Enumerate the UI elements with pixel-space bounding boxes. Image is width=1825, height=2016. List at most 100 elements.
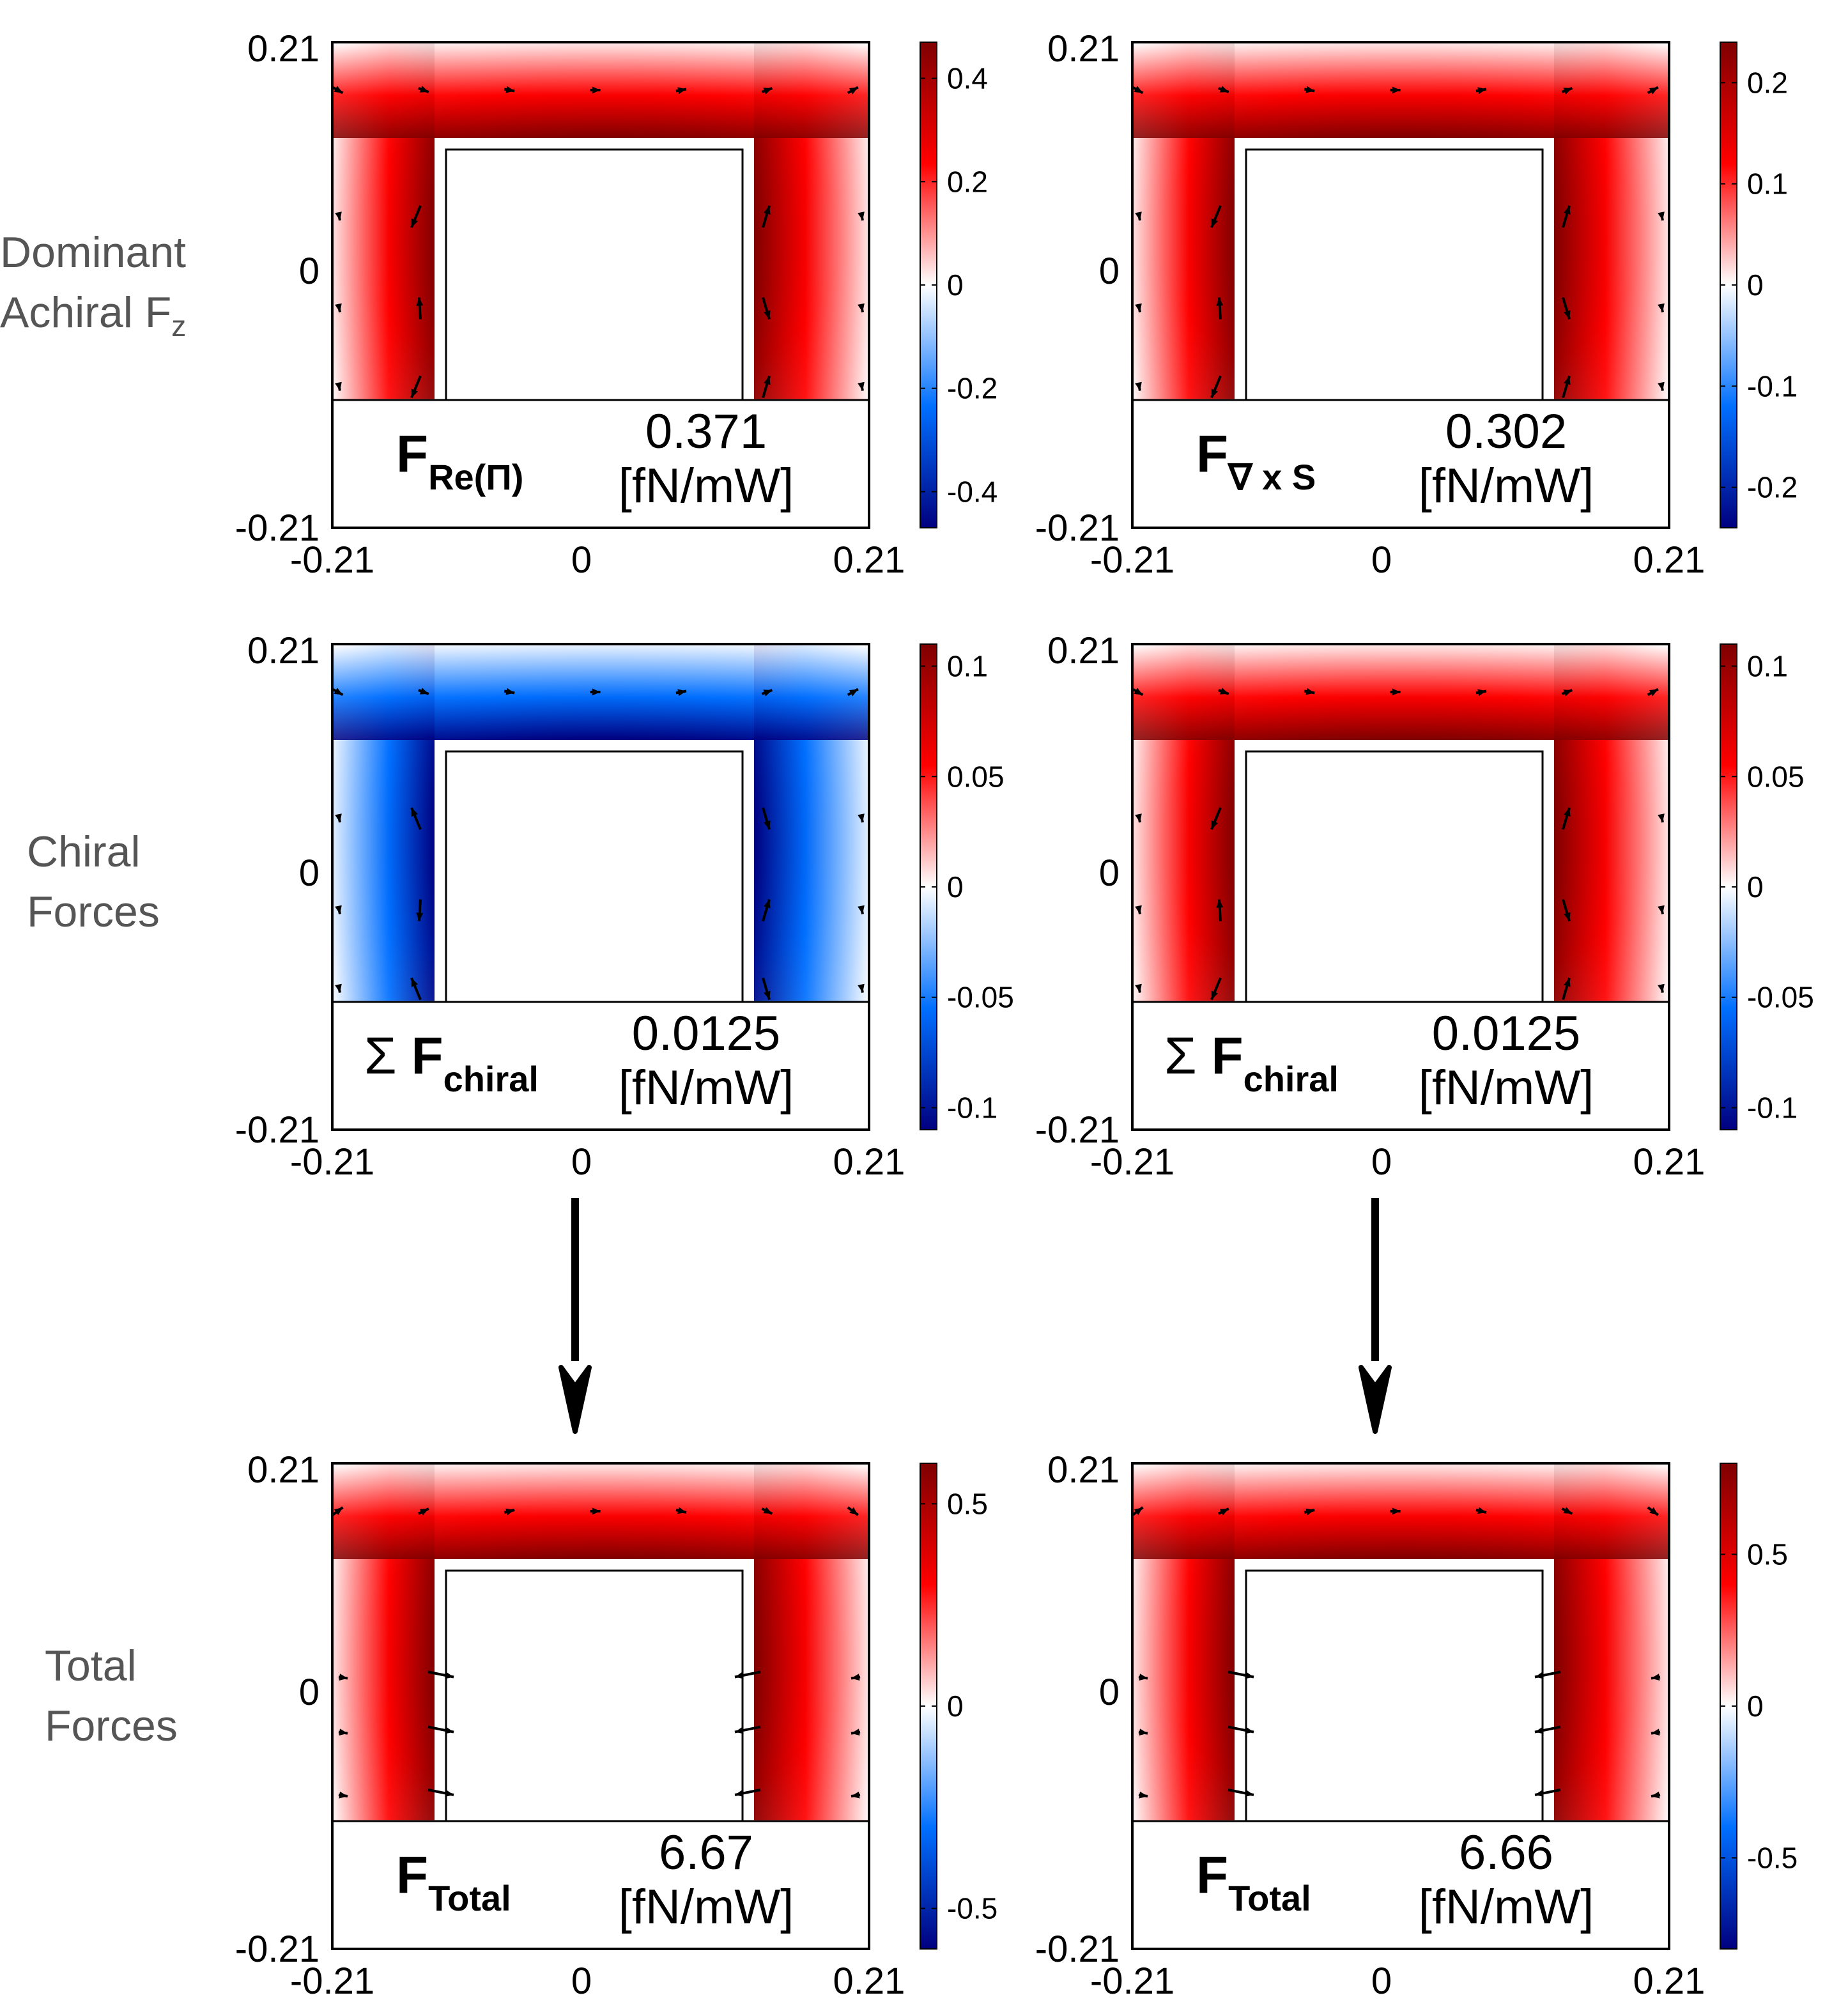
quiver-arrow [410,807,422,830]
quiver-arrow [410,205,422,228]
quiver-arrow [1647,86,1659,95]
force-label: FTotal [396,1846,511,1918]
quiver-arrow [1390,688,1401,696]
quiver-head [1211,219,1218,227]
quiver-head [1211,990,1218,1000]
quiver-arrow [1228,1725,1254,1734]
quiver-arrow [762,898,771,922]
quiver-head [1305,1508,1315,1516]
quiver-head [334,688,343,695]
y-tick-label: 0 [299,852,320,894]
colorbar-tick-label: -0.1 [1747,1091,1798,1124]
quiver-arrow [1475,1507,1487,1514]
axes-frame [331,1462,870,1950]
quiver-arrow [1475,87,1487,95]
quiver-arrow [1135,813,1142,823]
quiver-head [764,820,771,829]
quiver-arrow [762,205,771,228]
quiver-arrow [1658,813,1665,823]
quiver-head [1658,212,1665,220]
force-label-main: F [411,1027,443,1085]
force-unit: [fN/mW] [619,459,794,513]
flow-arrow-left [558,1198,592,1434]
y-tick-label: -0.21 [235,1109,320,1151]
force-label-prefix: Σ [364,1027,411,1085]
quiver-head [1392,688,1401,696]
force-value: 0.0125 [1432,1006,1580,1061]
quiver-arrow [504,86,515,93]
y-tick-label: 0.21 [1047,1449,1120,1491]
quiver-head [1477,689,1486,696]
colorbar-tick-label: 0.1 [1747,650,1788,683]
y-tick-label: 0.21 [247,630,320,672]
quiver-head [858,983,865,993]
flow-arrow-head [558,1365,592,1434]
quiver-arrow [1135,212,1142,221]
force-label-subscript: Total [1228,1878,1311,1918]
quiver-head [763,88,773,95]
x-tick-label: 0.21 [1633,539,1706,581]
colorbar-tick-label: 0.1 [1747,167,1788,201]
force-label-subscript: ∇ x S [1227,457,1316,497]
axes-frame [1131,643,1670,1131]
field-top-band [334,1465,868,1559]
quiver-head [1649,689,1658,696]
quiver-head [335,381,342,391]
quiver-arrow [762,807,771,830]
quiver-arrow [1138,1674,1148,1681]
quiver-head [1134,688,1143,695]
colorbar-tick-label: -0.1 [1747,369,1798,403]
quiver-head [858,212,865,220]
force-label: Σ Fchiral [1164,1027,1339,1099]
quiver-head [735,1727,744,1734]
quiver-arrow [1304,1508,1315,1516]
quiver-head [411,219,418,227]
quiver-head [1392,1507,1401,1515]
y-tick-label: 0 [1099,250,1120,292]
quiver-arrow [675,689,687,696]
colorbar-tick-label: -0.05 [1747,981,1814,1014]
quiver-arrow [504,688,515,695]
quiver-arrow [427,1670,454,1679]
quiver-arrow [418,688,429,695]
quiver-arrow [1658,983,1665,993]
force-value: 0.0125 [632,1006,780,1061]
quiver-arrow [1562,898,1571,922]
y-tick-label: 0.21 [247,28,320,70]
colorbar-tick-label: -0.1 [947,1091,997,1124]
quiver-arrow [1647,1506,1659,1516]
quiver-arrow [590,1507,601,1515]
quiver-head [851,1728,860,1736]
x-tick-label: 0 [571,539,592,581]
quiver-arrow [1562,375,1571,399]
quiver-arrow [1138,1728,1148,1736]
x-tick-label: -0.21 [290,539,374,581]
quiver-head [764,310,771,319]
quiver-head [735,1672,744,1679]
quiver-arrow [335,905,342,914]
x-tick-label: 0 [1371,1960,1392,2002]
x-tick-label: 0.21 [1633,1960,1706,2002]
quiver-arrow [1534,1670,1561,1679]
quiver-arrow [1135,303,1142,312]
colorbar-tick-label: 0 [947,268,964,302]
row-label-line: Chiral [27,827,141,876]
force-label: F∇ x S [1196,425,1316,497]
quiver-arrow [1562,977,1571,1001]
force-label-main: F [1196,425,1228,483]
colorbar-tick-label: 0.1 [947,650,988,683]
quiver-arrow [417,1507,429,1516]
quiver-head [851,1674,860,1681]
quiver-head [851,1791,860,1799]
colorbar-tick-label: -0.05 [947,981,1014,1014]
quiver-arrow [858,381,865,391]
quiver-arrow [338,1791,348,1799]
quiver-head [764,206,771,215]
quiver-head [592,86,601,94]
quiver-arrow [1132,1506,1144,1516]
y-tick-label: 0 [1099,852,1120,894]
quiver-arrow [858,813,865,823]
quiver-head [1564,376,1571,385]
quiver-arrow [1534,1789,1561,1797]
quiver-head [1219,688,1229,695]
